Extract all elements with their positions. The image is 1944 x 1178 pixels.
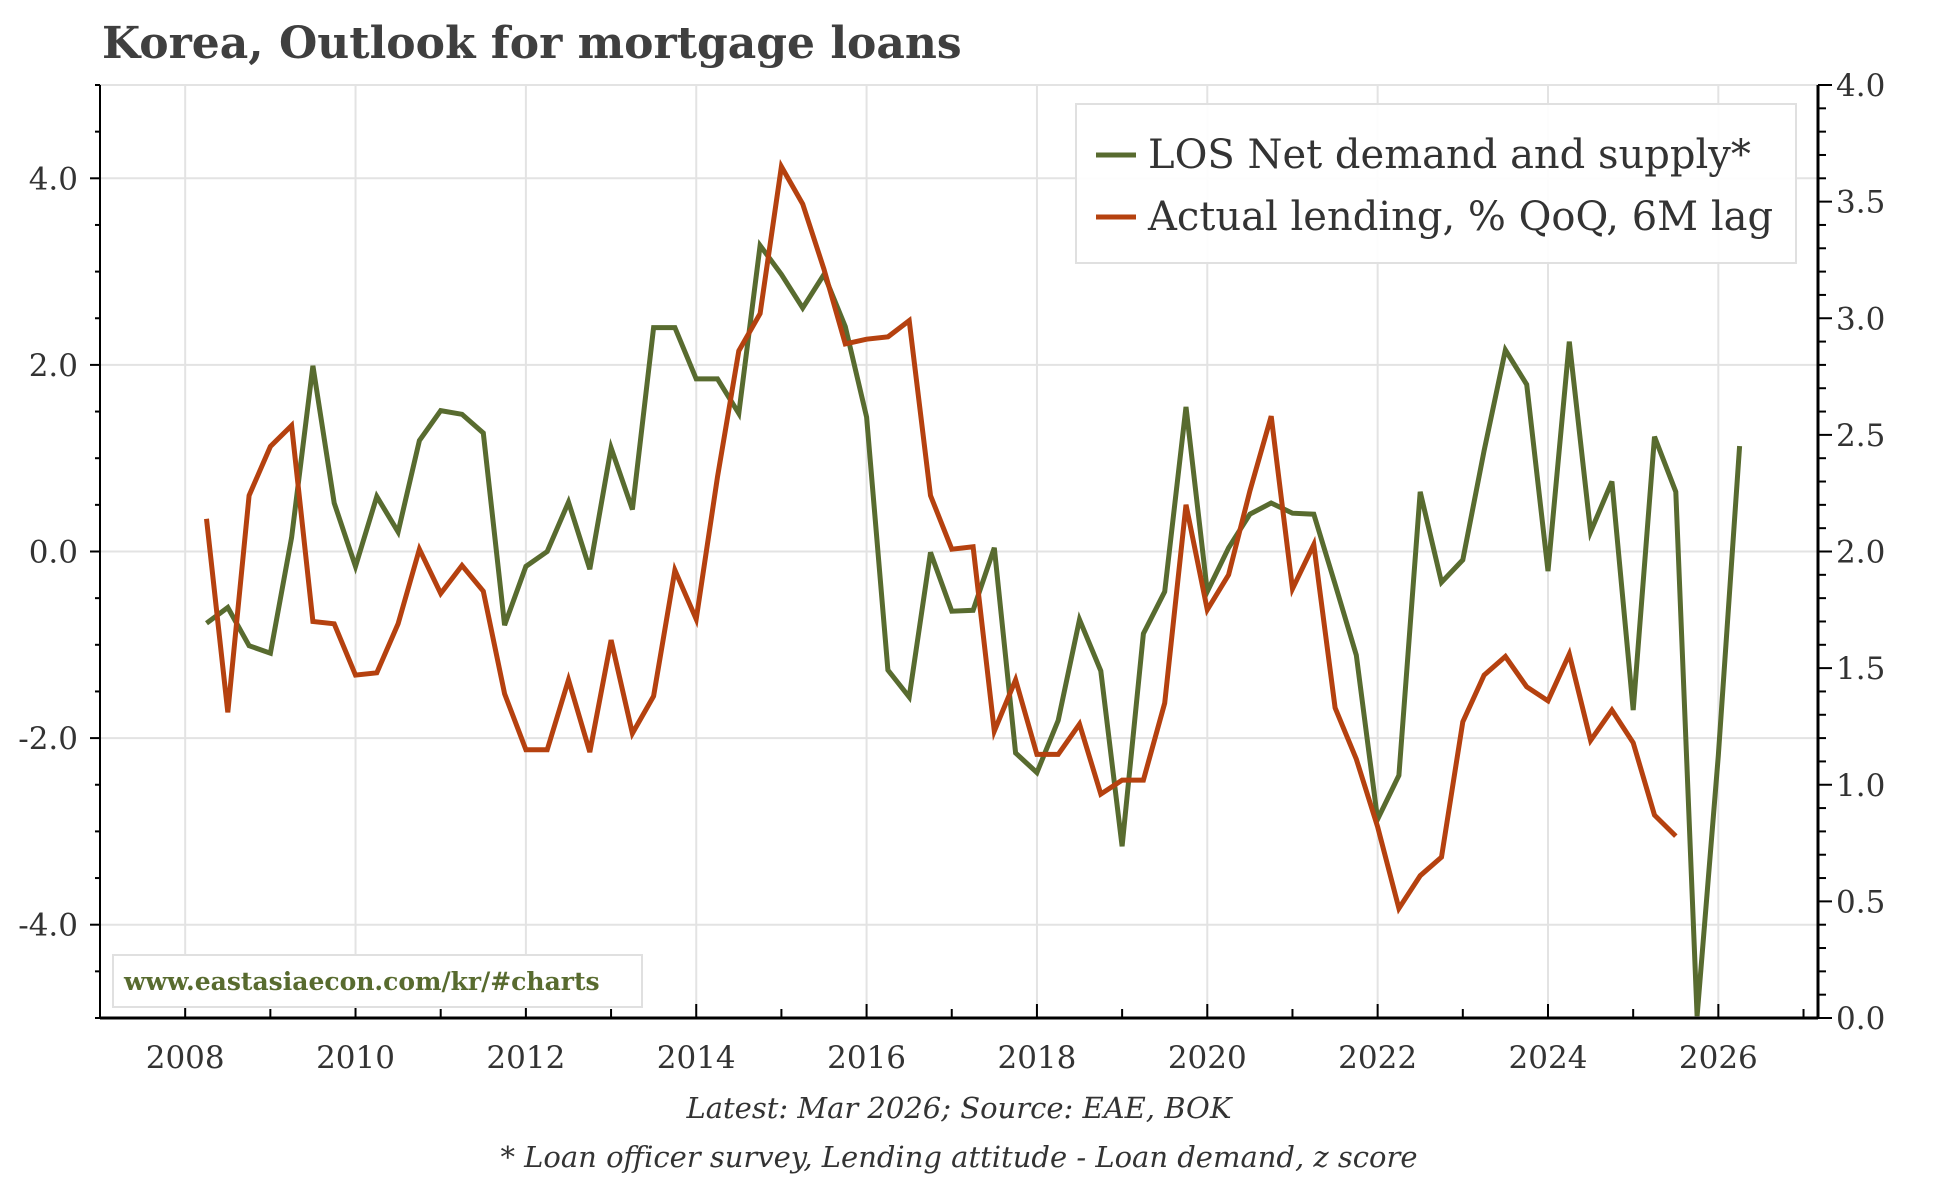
watermark-text: www.eastasiaecon.com/kr/#charts [123, 967, 600, 996]
y-left-tick-label: 4.0 [29, 161, 78, 197]
footnote: * Loan officer survey, Lending attitude … [500, 1140, 1417, 1174]
y-left-tick-label: 2.0 [29, 348, 78, 384]
x-tick-label: 2018 [997, 1040, 1076, 1076]
watermark: www.eastasiaecon.com/kr/#charts [112, 954, 643, 1008]
legend-label-los: LOS Net demand and supply* [1148, 132, 1751, 178]
y-right-tick-label: 2.0 [1836, 535, 1885, 571]
y-right-tick-label: 1.0 [1836, 768, 1885, 804]
legend-box [1075, 103, 1797, 264]
gridlines [100, 84, 1818, 1018]
x-tick-label: 2012 [486, 1040, 565, 1076]
x-tick-label: 2010 [316, 1040, 395, 1076]
y-right-tick-label: 3.5 [1836, 185, 1885, 221]
source-note: Latest: Mar 2026; Source: EAE, BOK [685, 1091, 1233, 1125]
y-left-tick-label: 0.0 [29, 535, 78, 571]
x-tick-label: 2014 [657, 1040, 736, 1076]
y-left-tick-label: -2.0 [18, 721, 78, 757]
x-tick-label: 2022 [1338, 1040, 1417, 1076]
x-tick-label: 2020 [1168, 1040, 1247, 1076]
chart-title: Korea, Outlook for mortgage loans [102, 18, 962, 69]
axes: 2008 2010 2012 2014 2016 2018 2020 2022 2024 2026… [18, 68, 1885, 1076]
series-line-los [205, 238, 1743, 1017]
legend-label-lending: Actual lending, % QoQ, 6M lag [1147, 194, 1773, 240]
x-tick-label: 2024 [1509, 1040, 1588, 1076]
y-right-tick-label: 4.0 [1836, 68, 1885, 104]
series-lines [204, 159, 1743, 1017]
y-right-tick-label: 1.5 [1836, 651, 1885, 687]
x-tick-label: 2008 [146, 1040, 225, 1076]
x-tick-label: 2016 [827, 1040, 906, 1076]
y-right-tick-label: 0.0 [1836, 1001, 1885, 1037]
y-right-tick-label: 2.5 [1836, 418, 1885, 454]
watermark-box [112, 954, 643, 1008]
x-tick-label: 2026 [1679, 1040, 1758, 1076]
y-right-tick-label: 0.5 [1836, 884, 1885, 920]
series-line-lending [204, 159, 1678, 915]
y-right-tick-label: 3.0 [1836, 301, 1885, 337]
legend: LOS Net demand and supply* Actual lendin… [1075, 103, 1797, 264]
y-left-tick-label: -4.0 [18, 908, 78, 944]
